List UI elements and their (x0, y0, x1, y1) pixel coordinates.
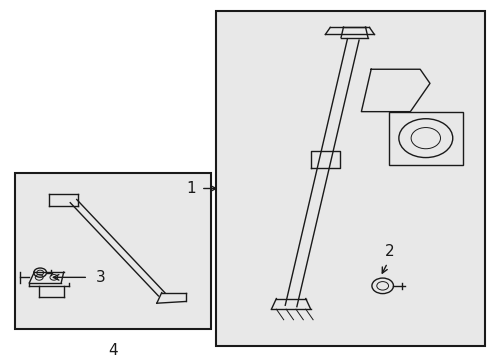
Bar (15, 173, 211, 329)
Text: 1: 1 (186, 181, 196, 196)
Bar (389, 112, 463, 165)
Bar (216, 10, 485, 346)
Text: 3: 3 (96, 270, 105, 285)
Text: 2: 2 (385, 244, 395, 259)
Text: 4: 4 (108, 343, 118, 358)
